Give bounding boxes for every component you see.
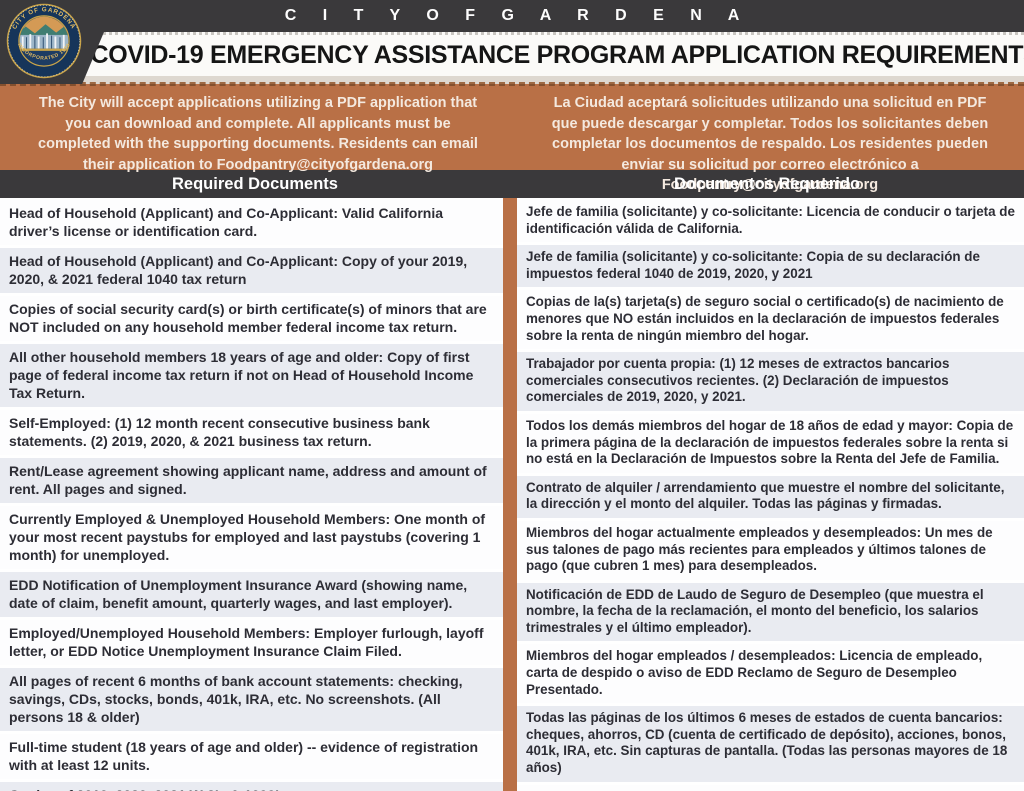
city-name: C I T Y O F G A R D E N A <box>284 7 751 24</box>
documento-item: Notificación de EDD de Laudo de Seguro d… <box>517 582 1024 642</box>
documento-item: Todos los demás miembros del hogar de 18… <box>517 413 1024 473</box>
seal-scene <box>19 16 69 66</box>
documento-item: Contrato de alquiler / arrendamiento que… <box>517 475 1024 518</box>
required-doc-item: Copies of 2019, 2020, 2021 W-2’s & 1099’… <box>0 782 503 791</box>
documento-item: Miembros del hogar actualmente empleados… <box>517 520 1024 580</box>
documento-item: Jefe de familia (solicitante) y co-solic… <box>517 200 1024 243</box>
documento-item: Copias de la(s) tarjeta(s) de seguro soc… <box>517 290 1024 350</box>
section-header-english: Required Documents <box>172 174 338 193</box>
required-doc-item: Head of Household (Applicant) and Co-App… <box>0 248 503 293</box>
required-doc-item: All other household members 18 years of … <box>0 344 503 407</box>
divider-strip <box>0 76 1024 84</box>
documento-item: Estudiante de tiempo completo (18 años d… <box>517 784 1024 791</box>
top-bar: C I T Y O F G A R D E N A <box>0 0 1024 32</box>
intro-spanish: La Ciudad aceptará solicitudes utilizand… <box>551 95 989 193</box>
required-doc-item: Rent/Lease agreement showing applicant n… <box>0 458 503 503</box>
required-doc-item: EDD Notification of Unemployment Insuran… <box>0 572 503 617</box>
title-band: COVID-19 EMERGENCY ASSISTANCE PROGRAM AP… <box>0 32 1024 76</box>
documento-item: Trabajador por cuenta propia: (1) 12 mes… <box>517 352 1024 411</box>
intro-english: The City will accept applications utiliz… <box>38 95 478 173</box>
required-doc-item: All pages of recent 6 months of bank acc… <box>0 668 503 731</box>
documento-item: Todas las páginas de los últimos 6 meses… <box>517 706 1024 782</box>
required-doc-item: Head of Household (Applicant) and Co-App… <box>0 200 503 245</box>
documento-item: Miembros del hogar empleados / desemplea… <box>517 644 1024 704</box>
required-documents-list-english: Head of Household (Applicant) and Co-App… <box>0 198 503 791</box>
column-divider <box>503 198 517 791</box>
documents-area: Head of Household (Applicant) and Co-App… <box>0 198 1024 791</box>
required-doc-item: Full-time student (18 years of age and o… <box>0 734 503 779</box>
section-header-spanish: Documentos Requerido <box>673 174 861 193</box>
required-doc-item: Self-Employed: (1) 12 month recent conse… <box>0 410 503 455</box>
intro-band: The City will accept applications utiliz… <box>0 84 1024 193</box>
required-doc-item: Employed/Unemployed Household Members: E… <box>0 620 503 665</box>
section-header-bar: Required Documents Documentos Requerido <box>0 170 1024 198</box>
required-doc-item: Currently Employed & Unemployed Househol… <box>0 506 503 569</box>
page-title: COVID-19 EMERGENCY ASSISTANCE PROGRAM AP… <box>90 41 1024 69</box>
required-documents-list-spanish: Jefe de familia (solicitante) y co-solic… <box>517 198 1024 791</box>
documento-item: Jefe de familia (solicitante) y co-solic… <box>517 245 1024 288</box>
city-of-gardena-seal-icon: CITY OF GARDENA INCORPORATED 1930 <box>6 3 82 79</box>
required-doc-item: Copies of social security card(s) or bir… <box>0 296 503 341</box>
